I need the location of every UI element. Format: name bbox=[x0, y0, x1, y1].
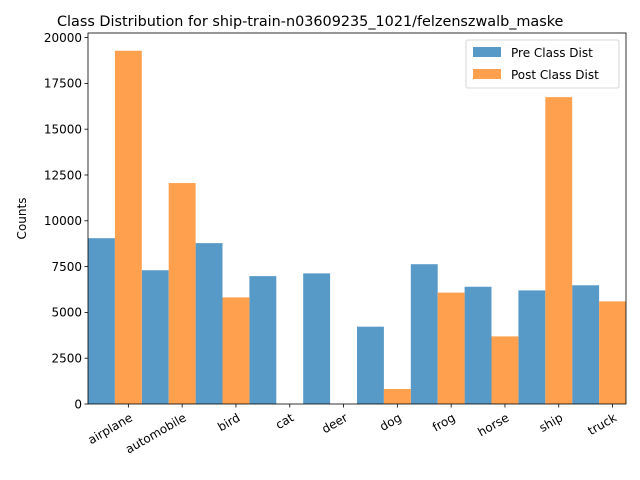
x-tick-label: automobile bbox=[123, 410, 189, 456]
legend: Pre Class Dist Post Class Dist bbox=[465, 39, 620, 89]
legend-label-post: Post Class Dist bbox=[511, 68, 599, 82]
y-tick-label: 7500 bbox=[51, 260, 82, 274]
x-tick-label: ship bbox=[537, 410, 565, 435]
bar-pre-frog bbox=[410, 264, 438, 404]
x-tick-label: dog bbox=[377, 410, 404, 433]
x-tick-label: horse bbox=[475, 410, 511, 439]
legend-swatch-pre bbox=[473, 47, 501, 57]
bar-pre-dog bbox=[357, 326, 384, 404]
y-tick-label: 20000 bbox=[44, 31, 82, 45]
y-tick-label: 12500 bbox=[44, 168, 82, 182]
x-tick-label: cat bbox=[273, 410, 296, 432]
bar-post-ship bbox=[545, 97, 573, 404]
bar-pre-cat bbox=[249, 276, 277, 404]
bar-post-airplane bbox=[114, 50, 142, 404]
bar-post-frog bbox=[437, 292, 465, 404]
x-tick-label: bird bbox=[215, 410, 242, 434]
x-tick-label: frog bbox=[430, 410, 458, 434]
y-tick-label: 10000 bbox=[44, 214, 82, 228]
y-tick-label: 15000 bbox=[44, 122, 82, 136]
y-tick-label: 2500 bbox=[51, 351, 82, 365]
y-axis: 0 2500 5000 7500 10000 12500 15000 17500 20000 bbox=[44, 31, 88, 411]
bar-pre-ship bbox=[518, 290, 546, 404]
bar-post-bird bbox=[222, 297, 250, 404]
y-tick-label: 0 bbox=[74, 397, 82, 411]
plot-frame bbox=[87, 32, 627, 405]
y-axis-label: Counts bbox=[15, 198, 29, 240]
bar-pre-airplane bbox=[88, 238, 115, 404]
legend-label-pre: Pre Class Dist bbox=[511, 46, 593, 60]
bar-post-horse bbox=[491, 336, 519, 404]
bar-pre-deer bbox=[303, 273, 331, 404]
bar-pre-truck bbox=[572, 285, 600, 404]
x-tick-label: truck bbox=[585, 410, 619, 438]
bar-pre-horse bbox=[464, 286, 492, 404]
bar-pre-bird bbox=[195, 243, 223, 404]
legend-swatch-post bbox=[473, 69, 501, 79]
y-tick-label: 17500 bbox=[44, 77, 82, 91]
bar-pre-automobile bbox=[141, 270, 169, 404]
bar-post-dog bbox=[383, 388, 411, 404]
bar-post-truck bbox=[599, 301, 626, 404]
bar-post-automobile bbox=[168, 183, 196, 404]
bars-group bbox=[88, 50, 626, 404]
y-tick-label: 5000 bbox=[51, 306, 82, 320]
chart-title: Class Distribution for ship-train-n03609… bbox=[57, 14, 564, 30]
x-tick-label: deer bbox=[319, 410, 350, 436]
legend-box bbox=[465, 39, 620, 89]
